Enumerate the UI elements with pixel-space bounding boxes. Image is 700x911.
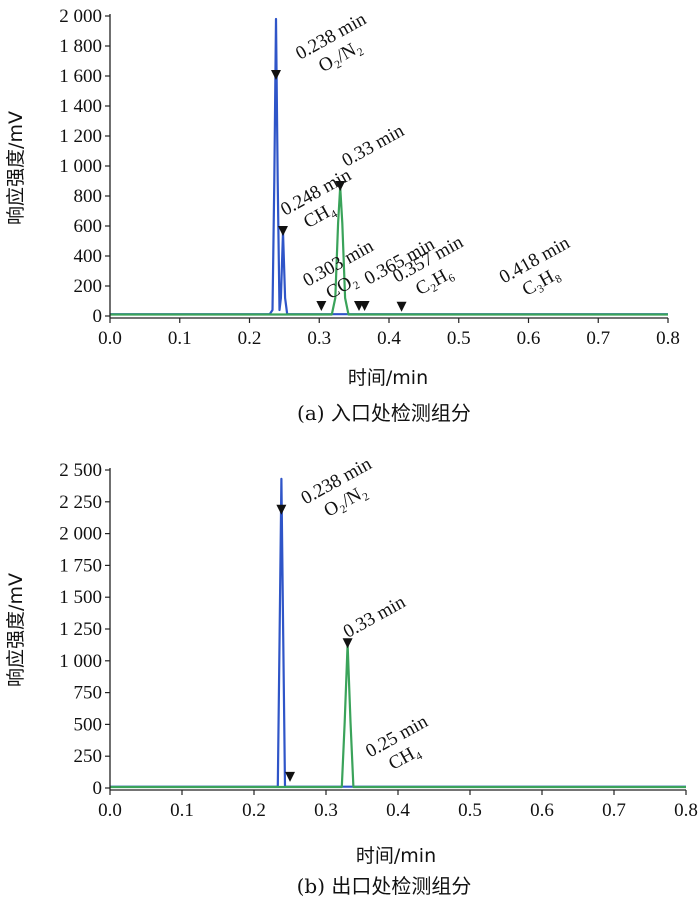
y-tick-label: 2 000 — [59, 6, 102, 27]
panel-a: 0.0 0.1 0.2 0.3 0.4 0.5 0.6 0.7 0.8 0 200 400 600 800… — [5, 6, 680, 425]
x-tick-label: 0.7 — [586, 328, 610, 349]
x-tick-label: 0.8 — [656, 328, 680, 349]
peak-marker — [285, 771, 295, 782]
x-tick-label: 0.0 — [98, 328, 122, 349]
y-tick-label: 1 000 — [59, 651, 102, 672]
x-tick-label: 0.4 — [377, 328, 401, 349]
peak-annotation: 0.33 min — [340, 591, 410, 642]
x-tick-label: 0.1 — [168, 328, 192, 349]
x-tick-label: 0.6 — [530, 800, 554, 821]
peak-annotation: 0.33 min — [338, 120, 408, 171]
y-tick-label: 0 — [93, 778, 103, 799]
x-tick-label: 0.3 — [307, 328, 331, 349]
y-tick-label: 1 250 — [59, 619, 102, 640]
y-tick-label: 600 — [74, 216, 103, 237]
y-tick-label: 1 000 — [59, 156, 102, 177]
peak-time-label: 0.33 min — [340, 591, 410, 642]
x-tick-label: 0.1 — [170, 800, 194, 821]
x-tick-label: 0.5 — [447, 328, 471, 349]
y-axis-label-a: 响应强度/mV — [5, 111, 27, 225]
y-tick-label: 400 — [74, 246, 103, 267]
panel-b: 0.0 0.1 0.2 0.3 0.4 0.5 0.6 0.7 0.8 0 250 500 750 1 0… — [5, 453, 698, 898]
x-tick-label: 0.2 — [238, 328, 262, 349]
y-tick-label: 800 — [74, 186, 103, 207]
y-tick-label: 250 — [74, 746, 103, 767]
x-axis-label-b: 时间/min — [356, 845, 436, 867]
y-tick-label: 1 750 — [59, 555, 102, 576]
y-tick-label: 500 — [74, 714, 103, 735]
y-axis-label-b: 响应强度/mV — [5, 573, 27, 687]
x-tick-label: 0.5 — [458, 800, 482, 821]
peak-marker — [271, 70, 282, 80]
caption-b: (b) 出口处检测组分 — [297, 874, 472, 898]
peak-marker — [335, 181, 346, 191]
y-tick-label: 0 — [93, 306, 103, 327]
peak-time-label: 0.33 min — [338, 120, 408, 171]
y-tick-label: 1 200 — [59, 126, 102, 147]
x-axis-label-a: 时间/min — [348, 367, 428, 389]
y-tick-label: 750 — [74, 683, 103, 704]
peak-marker — [354, 301, 365, 311]
y-tick-label: 1 800 — [59, 36, 102, 57]
y-tick-label: 2 000 — [59, 524, 102, 545]
series-line-2 — [110, 185, 668, 316]
y-tick-label: 2 500 — [59, 460, 102, 481]
y-tick-label: 200 — [74, 276, 103, 297]
y-tick-label: 1 400 — [59, 96, 102, 117]
x-tick-label: 0.8 — [674, 800, 698, 821]
y-tick-label: 1 500 — [59, 587, 102, 608]
y-tick-label: 2 250 — [59, 492, 102, 513]
x-tick-label: 0.7 — [602, 800, 626, 821]
x-tick-label: 0.2 — [242, 800, 266, 821]
x-tick-label: 0.6 — [517, 328, 541, 349]
peak-marker — [342, 638, 353, 649]
x-tick-label: 0.0 — [98, 800, 122, 821]
x-tick-label: 0.3 — [314, 800, 338, 821]
x-tick-label: 0.4 — [386, 800, 410, 821]
peak-marker — [277, 226, 288, 236]
caption-a: (a) 入口处检测组分 — [297, 401, 471, 425]
peak-marker — [316, 301, 327, 311]
y-tick-label: 1 600 — [59, 66, 102, 87]
peak-marker — [396, 301, 407, 312]
peak-marker — [276, 504, 287, 515]
